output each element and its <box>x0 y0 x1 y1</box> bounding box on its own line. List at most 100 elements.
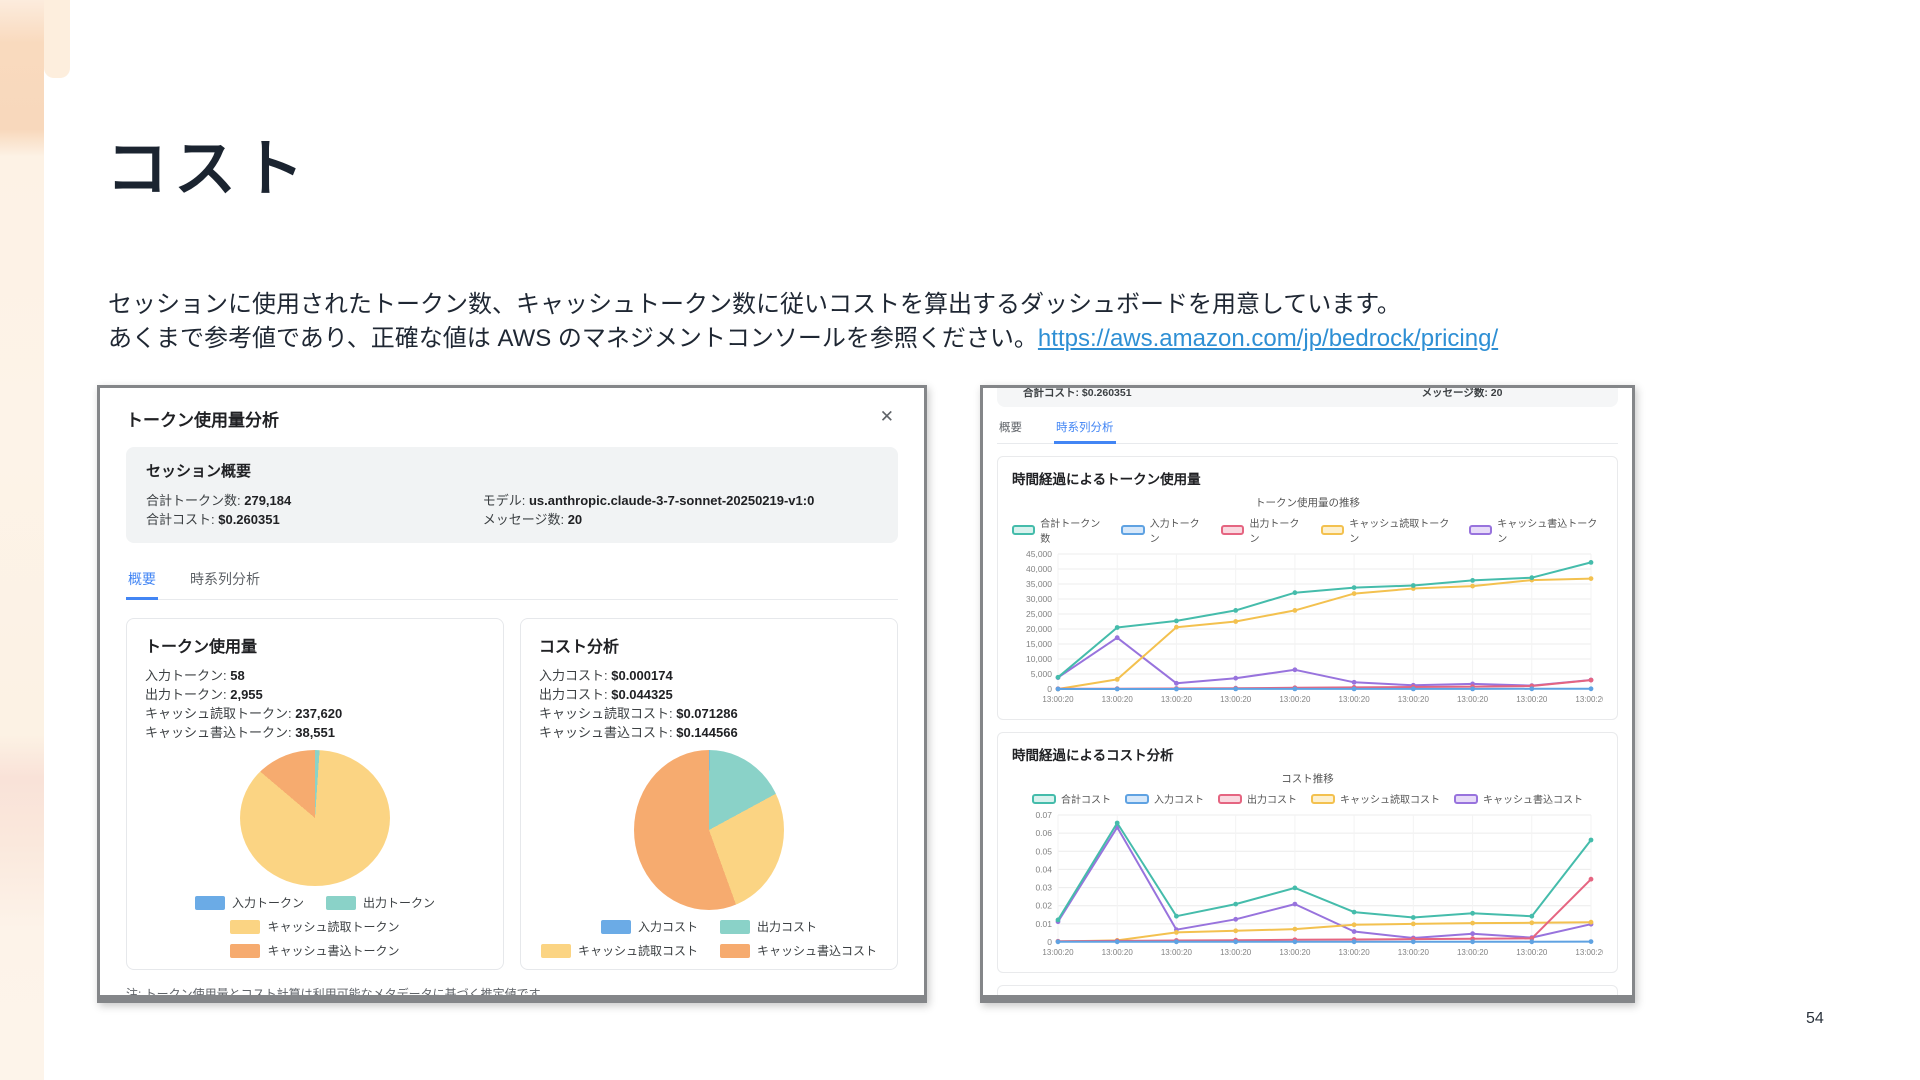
legend-swatch <box>230 919 261 934</box>
stat-line: 入力コスト: $0.000174 <box>539 668 673 683</box>
svg-text:13:00:20: 13:00:20 <box>1161 948 1193 957</box>
panel2-tabs: 概要 時系列分析 <box>997 416 1618 444</box>
tab-overview[interactable]: 概要 <box>126 565 158 600</box>
cost-line-chart: 0 0.01 0.02 0.03 0.04 0.05 0.06 0.07 13:00:20 13:… <box>1012 809 1607 964</box>
token-chart-legend: 合計トークン数 入力トークン 出力トークン キャッシュ読取トークン キャッシュ書込トーク… <box>1012 515 1603 545</box>
left-accent-strip <box>0 0 44 1080</box>
cost-analysis-card: コスト分析 入力コスト: $0.000174 出力コスト: $0.044325 キャ… <box>520 618 898 970</box>
tab-timeseries-2[interactable]: 時系列分析 <box>1054 416 1116 444</box>
svg-text:0: 0 <box>1047 937 1052 947</box>
token-usage-pie-chart <box>240 750 390 886</box>
cost-analysis-stats: 入力コスト: $0.000174 出力コスト: $0.044325 キャッシュ読取コ… <box>539 666 879 742</box>
legend-item: キャッシュ読取コスト <box>1311 791 1440 806</box>
tab-timeseries[interactable]: 時系列分析 <box>190 571 260 587</box>
body-line-2-text: あくまで参考値であり、正確な値は AWS のマネジメントコンソールを参照ください… <box>108 325 1038 352</box>
close-icon[interactable]: ✕ <box>879 407 894 426</box>
legend-swatch <box>1321 525 1345 535</box>
legend-swatch <box>1221 525 1245 535</box>
stat-line: キャッシュ読取トークン: 237,620 <box>145 706 343 721</box>
legend-swatch <box>1454 793 1478 804</box>
body-line-1: セッションに使用されたトークン数、キャッシュトークン数に従いコストを算出するダッ… <box>108 291 1401 318</box>
svg-text:13:00:20: 13:00:20 <box>1161 695 1193 704</box>
legend-swatch <box>1032 793 1056 804</box>
stat-line: 出力コスト: $0.044325 <box>539 687 673 702</box>
hourly-usage-card-cutoff: 時間別使用量 <box>997 985 1618 995</box>
legend-item: 入力トークン <box>1121 515 1207 545</box>
legend-swatch <box>194 895 225 910</box>
legend-item: キャッシュ読取コスト <box>540 942 698 959</box>
legend-item: 合計コスト <box>1032 791 1111 806</box>
svg-text:13:00:20: 13:00:20 <box>1575 695 1603 704</box>
token-timeseries-card: 時間経過によるトークン使用量 トークン使用量の推移 合計トークン数 入力トークン出… <box>997 456 1618 720</box>
svg-text:0.05: 0.05 <box>1035 846 1052 856</box>
svg-text:13:00:20: 13:00:20 <box>1457 695 1489 704</box>
summary-box-cutoff: 合計コスト: $0.260351 メッセージ数: 20 <box>997 388 1618 407</box>
stat-line: キャッシュ書込コスト: $0.144566 <box>539 725 738 740</box>
svg-text:13:00:20: 13:00:20 <box>1220 695 1252 704</box>
legend-item: キャッシュ書込コスト <box>720 942 877 959</box>
timeseries-analysis-screenshot: 合計コスト: $0.260351 メッセージ数: 20 概要 時系列分析 時間経… <box>980 385 1635 1003</box>
stat-line: モデル: us.anthropic.claude-3-7-sonnet-2025… <box>482 493 815 508</box>
page-number: 54 <box>1806 1010 1824 1027</box>
token-usage-card-title: トークン使用量 <box>145 639 258 656</box>
summary-message-count: メッセージ数: 20 <box>1421 388 1503 399</box>
legend-item: キャッシュ読取トークン <box>230 918 400 935</box>
legend-swatch <box>540 943 571 958</box>
svg-text:13:00:20: 13:00:20 <box>1279 948 1311 957</box>
token-line-chart: 0 5,000 10,000 15,000 20,000 25,000 30,000 35,0… <box>1012 548 1607 711</box>
legend-item: キャッシュ書込トークン <box>230 942 400 959</box>
svg-text:13:00:20: 13:00:20 <box>1339 695 1371 704</box>
svg-text:0.01: 0.01 <box>1035 919 1052 929</box>
summary-total-cost: 合計コスト: $0.260351 <box>1023 388 1132 399</box>
svg-text:13:00:20: 13:00:20 <box>1042 695 1074 704</box>
legend-item: 入力コスト <box>600 918 698 935</box>
svg-text:20,000: 20,000 <box>1026 624 1052 634</box>
svg-text:13:00:20: 13:00:20 <box>1042 948 1074 957</box>
stat-line: 合計トークン数: 279,184 <box>146 493 292 508</box>
session-summary-box: セッション概要 合計トークン数: 279,184 合計コスト: $0.260351… <box>126 447 898 543</box>
svg-text:0.07: 0.07 <box>1035 810 1052 820</box>
svg-text:45,000: 45,000 <box>1026 549 1052 559</box>
svg-text:0: 0 <box>1047 684 1052 694</box>
svg-text:15,000: 15,000 <box>1026 639 1052 649</box>
svg-text:25,000: 25,000 <box>1026 609 1052 619</box>
estimate-note: 注: トークン使用量とコスト計算は利用可能なメタデータに基づく推定値です。 <box>126 987 552 1001</box>
svg-text:13:00:20: 13:00:20 <box>1457 948 1489 957</box>
cost-analysis-card-title: コスト分析 <box>539 639 620 656</box>
token-usage-card: トークン使用量 入力トークン: 58 出力トークン: 2,955 キャッシュ読取トー… <box>126 618 504 970</box>
token-usage-stats: 入力トークン: 58 出力トークン: 2,955 キャッシュ読取トークン: 237,… <box>145 666 485 742</box>
svg-text:13:00:20: 13:00:20 <box>1279 695 1311 704</box>
svg-text:13:00:20: 13:00:20 <box>1575 948 1603 957</box>
svg-text:35,000: 35,000 <box>1026 579 1052 589</box>
left-accent-strip-corner <box>44 0 70 78</box>
page-title: コスト <box>106 135 311 204</box>
stat-line: キャッシュ読取コスト: $0.071286 <box>539 706 738 721</box>
stat-line: 出力トークン: 2,955 <box>145 687 263 702</box>
tab-overview-2[interactable]: 概要 <box>999 422 1022 434</box>
dialog-title: トークン使用量分析 <box>126 411 279 430</box>
legend-swatch <box>720 919 750 934</box>
svg-text:10,000: 10,000 <box>1026 654 1052 664</box>
legend-swatch <box>1218 793 1242 804</box>
svg-text:40,000: 40,000 <box>1026 564 1052 574</box>
svg-text:0.06: 0.06 <box>1035 828 1052 838</box>
legend-swatch <box>1121 525 1145 535</box>
token-chart-title: トークン使用量の推移 <box>1255 497 1360 509</box>
legend-item: キャッシュ書込トークン <box>1469 515 1603 545</box>
legend-item: 出力コスト <box>1218 791 1297 806</box>
legend-swatch <box>1469 525 1493 535</box>
svg-text:5,000: 5,000 <box>1031 669 1053 679</box>
body-line-2: あくまで参考値であり、正確な値は AWS のマネジメントコンソールを参照ください… <box>108 322 1498 356</box>
legend-item: キャッシュ読取トークン <box>1321 515 1455 545</box>
slide-body: セッションに使用されたトークン数、キャッシュトークン数に従いコストを算出するダッ… <box>108 288 1498 356</box>
legend-swatch <box>600 919 631 934</box>
cost-timeseries-title: 時間経過によるコスト分析 <box>1012 748 1174 763</box>
svg-text:13:00:20: 13:00:20 <box>1516 948 1548 957</box>
stat-line: 入力トークン: 58 <box>145 668 245 683</box>
svg-text:13:00:20: 13:00:20 <box>1398 695 1430 704</box>
cost-timeseries-card: 時間経過によるコスト分析 コスト推移 合計コスト 入力コスト 出力コスト キャッシュ読… <box>997 732 1618 973</box>
svg-text:13:00:20: 13:00:20 <box>1516 695 1548 704</box>
legend-item: 出力トークン <box>1221 515 1307 545</box>
pricing-link[interactable]: https://aws.amazon.com/jp/bedrock/pricin… <box>1037 325 1499 352</box>
